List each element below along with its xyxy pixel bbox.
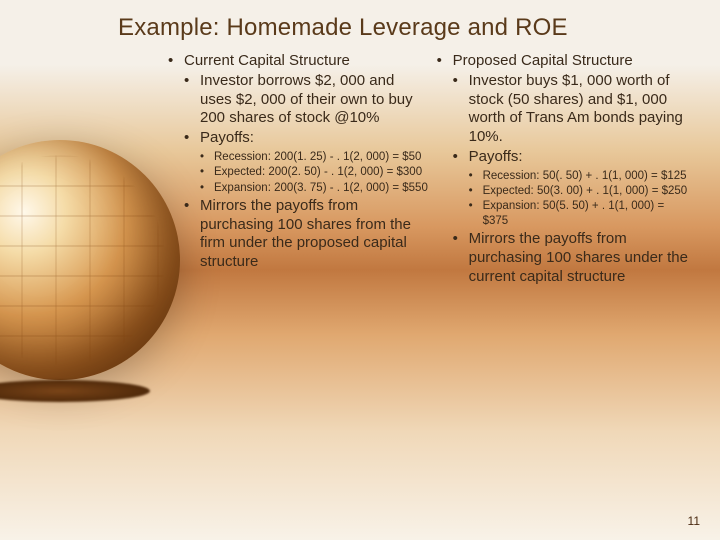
right-heading-text: Proposed Capital Structure — [453, 52, 633, 69]
right-point-investor: Investor buys $1, 000 worth of stock (50… — [453, 72, 692, 147]
left-payoffs-label: Payoffs: — [200, 129, 254, 146]
columns: Current Capital Structure Investor borro… — [168, 52, 692, 288]
page-number: 11 — [688, 514, 700, 528]
left-point-investor: Investor borrows $2, 000 and uses $2, 00… — [184, 72, 429, 128]
right-mirror: Mirrors the payoffs from purchasing 100 … — [453, 230, 692, 286]
left-heading-text: Current Capital Structure — [184, 52, 350, 69]
right-payoffs: Payoffs: Recession: 50(. 50) + . 1(1, 00… — [453, 148, 692, 228]
right-column: Proposed Capital Structure Investor buys… — [437, 52, 692, 288]
slide-title: Example: Homemade Leverage and ROE — [118, 14, 692, 42]
right-payoff-expansion: Expansion: 50(5. 50) + . 1(1, 000) = $37… — [469, 199, 692, 228]
right-payoff-recession: Recession: 50(. 50) + . 1(1, 000) = $125 — [469, 169, 692, 183]
left-payoff-expected: Expected: 200(2. 50) - . 1(2, 000) = $30… — [200, 165, 429, 179]
left-payoff-expansion: Expansion: 200(3. 75) - . 1(2, 000) = $5… — [200, 181, 429, 195]
right-heading: Proposed Capital Structure Investor buys… — [437, 52, 692, 286]
slide: Example: Homemade Leverage and ROE Curre… — [0, 0, 720, 540]
left-heading: Current Capital Structure Investor borro… — [168, 52, 429, 272]
right-payoff-expected: Expected: 50(3. 00) + . 1(1, 000) = $250 — [469, 184, 692, 198]
right-payoffs-label: Payoffs: — [469, 148, 523, 165]
left-payoffs: Payoffs: Recession: 200(1. 25) - . 1(2, … — [184, 129, 429, 195]
left-mirror: Mirrors the payoffs from purchasing 100 … — [184, 197, 429, 272]
left-payoff-recession: Recession: 200(1. 25) - . 1(2, 000) = $5… — [200, 150, 429, 164]
left-column: Current Capital Structure Investor borro… — [168, 52, 429, 288]
